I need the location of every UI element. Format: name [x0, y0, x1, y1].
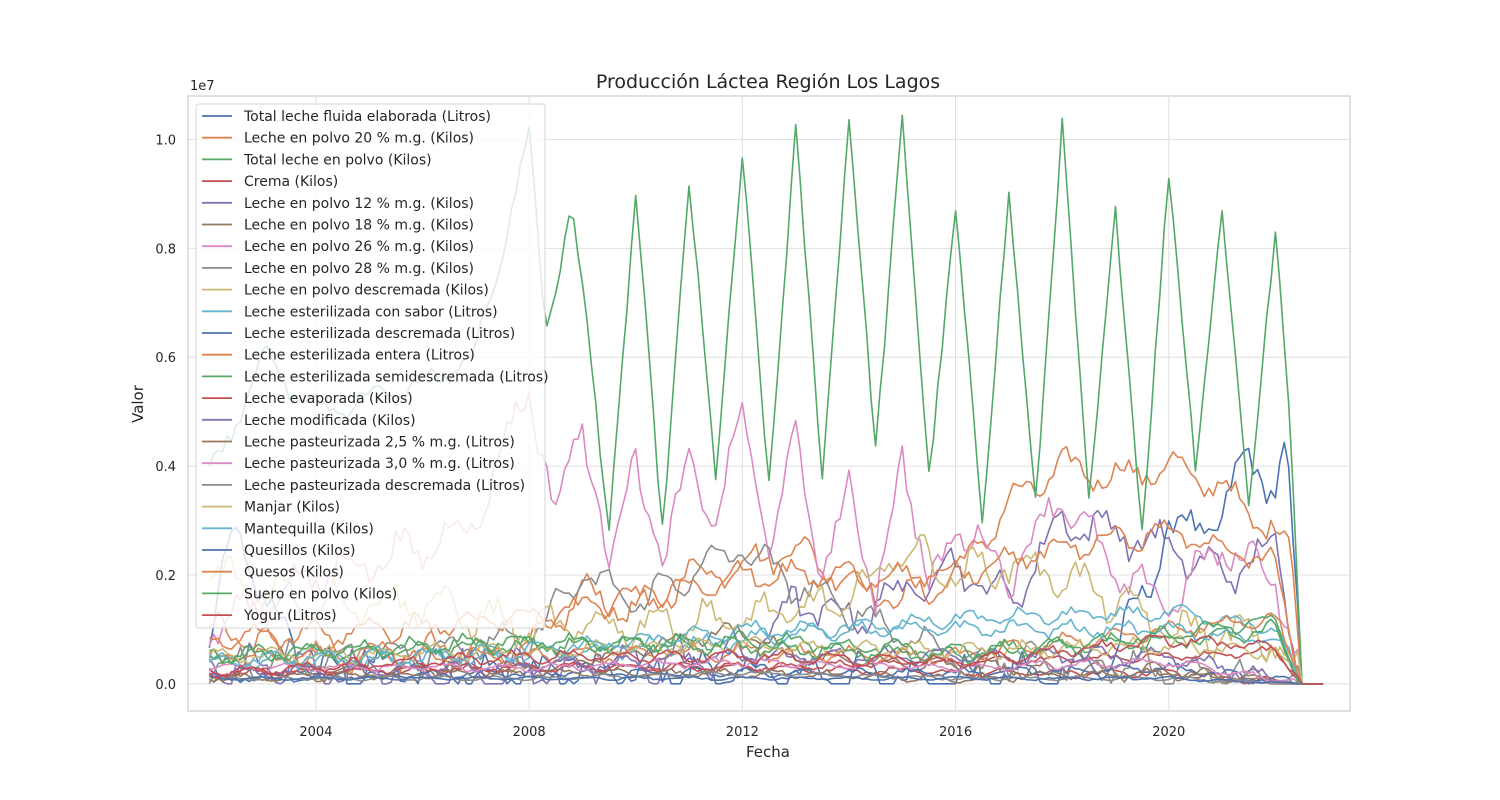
- legend-entry-label: Mantequilla (Kilos): [244, 521, 374, 537]
- legend-entry-label: Crema (Kilos): [244, 174, 338, 190]
- legend-entry-label: Leche pasteurizada 3,0 % m.g. (Litros): [244, 456, 515, 472]
- x-axis-ticks: 2004 2008 2012 2016 2020: [299, 725, 1185, 740]
- legend-entry-label: Leche en polvo 20 % m.g. (Kilos): [244, 131, 474, 147]
- legend-entry-label: Manjar (Kilos): [244, 500, 340, 516]
- legend-box: [195, 103, 546, 629]
- series-line: [208, 618, 1324, 685]
- legend-entry-label: Leche en polvo 18 % m.g. (Kilos): [244, 218, 474, 234]
- y-tick-label: 0.0: [155, 678, 176, 693]
- y-tick-label: 0.2: [155, 569, 176, 584]
- x-tick-label: 2020: [1152, 725, 1185, 740]
- series-line: [209, 519, 1324, 685]
- x-tick-label: 2008: [513, 725, 546, 740]
- y-tick-label: 0.8: [155, 242, 176, 257]
- series-line: [208, 603, 1324, 685]
- legend: Total leche fluida elaborada (Litros) Lec…: [195, 103, 549, 629]
- series-line: [208, 634, 1324, 685]
- legend-entry-label: Suero en polvo (Kilos): [244, 586, 397, 602]
- legend-entry-label: Leche esterilizada con sabor (Litros): [244, 304, 498, 320]
- y-axis-label: Valor: [129, 384, 147, 423]
- legend-entry-label: Leche evaporada (Kilos): [244, 391, 413, 407]
- legend-entry-label: Leche en polvo 28 % m.g. (Kilos): [244, 261, 474, 277]
- series-line: [209, 675, 1324, 685]
- x-axis-label: Fecha: [746, 743, 790, 761]
- legend-entry-label: Quesos (Kilos): [244, 565, 344, 581]
- legend-entry-label: Quesillos (Kilos): [244, 543, 356, 559]
- legend-entry-label: Leche en polvo 12 % m.g. (Kilos): [244, 196, 474, 212]
- series-line: [208, 621, 1324, 685]
- legend-entry-label: Leche pasteurizada descremada (Litros): [244, 478, 525, 494]
- series-line: [208, 614, 1324, 685]
- legend-items: Total leche fluida elaborada (Litros) Lec…: [202, 109, 549, 624]
- legend-entry-label: Leche modificada (Kilos): [244, 413, 416, 429]
- y-offset-label: 1e7: [190, 79, 215, 94]
- x-tick-label: 2004: [299, 725, 332, 740]
- legend-entry-label: Total leche en polvo (Kilos): [243, 152, 432, 168]
- chart-title: Producción Láctea Región Los Lagos: [596, 71, 940, 93]
- x-tick-label: 2012: [726, 725, 759, 740]
- legend-entry-label: Leche pasteurizada 2,5 % m.g. (Litros): [244, 435, 515, 451]
- legend-entry-label: Leche en polvo 26 % m.g. (Kilos): [244, 239, 474, 255]
- y-tick-label: 0.4: [155, 460, 176, 475]
- legend-entry-label: Leche esterilizada descremada (Litros): [244, 326, 515, 342]
- y-axis-ticks: 0.0 0.2 0.4 0.6 0.8 1.0: [155, 134, 176, 693]
- legend-entry-label: Yogur (Litros): [243, 608, 337, 624]
- y-tick-label: 1.0: [155, 134, 176, 149]
- legend-entry-label: Leche en polvo descremada (Kilos): [244, 283, 489, 299]
- x-tick-label: 2016: [939, 725, 972, 740]
- series-line: [208, 667, 1324, 685]
- legend-entry-label: Total leche fluida elaborada (Litros): [243, 109, 491, 125]
- legend-entry-label: Leche esterilizada entera (Litros): [244, 348, 475, 364]
- y-tick-label: 0.6: [155, 351, 176, 366]
- legend-entry-label: Leche esterilizada semidescremada (Litro…: [244, 369, 549, 385]
